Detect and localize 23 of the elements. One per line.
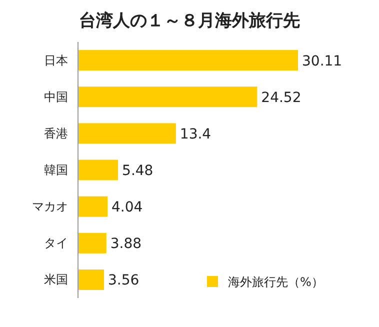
data-label: 13.4 [180,126,212,142]
data-label: 3.56 [108,272,140,289]
data-label: 3.88 [110,236,142,252]
y-tick-label: 韓国 [44,163,68,177]
data-label: 24.52 [261,90,302,106]
bar [78,86,258,108]
data-label: 5.48 [122,163,154,179]
bar [78,232,106,254]
bar [78,269,104,290]
bar [78,160,118,180]
bar [78,123,176,144]
y-tick-label: 香港 [44,126,68,140]
data-label: 30.11 [302,53,342,70]
y-tick-label: 日本 [44,53,68,68]
y-tick-label: タイ [44,236,68,250]
bar [78,196,108,217]
bar [78,50,298,71]
y-tick-label: 中国 [44,90,68,104]
y-tick-label: マカオ [32,200,68,214]
y-tick-label: 米国 [44,272,68,287]
chart-title: 台湾人の１～８月海外旅行先 [79,11,300,31]
data-label: 4.04 [112,200,143,216]
legend-label: 海外旅行先（%） [228,275,324,289]
